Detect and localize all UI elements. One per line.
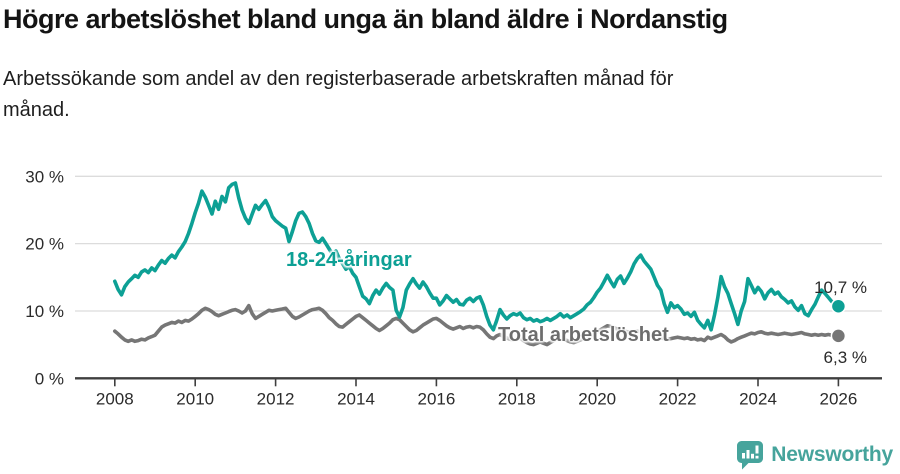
svg-text:2008: 2008 xyxy=(96,389,134,408)
end-value-label-youth: 10,7 % xyxy=(814,278,867,297)
svg-text:2012: 2012 xyxy=(257,389,295,408)
svg-text:10 %: 10 % xyxy=(25,302,64,321)
svg-text:0 %: 0 % xyxy=(35,369,64,388)
svg-text:20 %: 20 % xyxy=(25,235,64,254)
subtitle-line-1: Arbetssökande som andel av den registerb… xyxy=(3,68,674,90)
svg-text:30 %: 30 % xyxy=(25,167,64,186)
svg-text:2020: 2020 xyxy=(578,389,616,408)
svg-text:2010: 2010 xyxy=(176,389,214,408)
series-label-total: Total arbetslöshet xyxy=(498,324,669,346)
svg-text:2022: 2022 xyxy=(659,389,697,408)
end-value-label-total: 6,3 % xyxy=(823,348,867,367)
svg-text:2024: 2024 xyxy=(739,389,777,408)
page-title: Högre arbetslöshet bland unga än bland ä… xyxy=(3,4,728,34)
series-label-youth: 18-24-åringar xyxy=(286,249,412,271)
svg-text:2016: 2016 xyxy=(417,389,455,408)
newsworthy-pin-icon xyxy=(737,441,764,470)
chart-subtitle: Arbetssökande som andel av den registerb… xyxy=(3,64,863,126)
svg-text:2018: 2018 xyxy=(498,389,536,408)
brand-footer: Newsworthy xyxy=(736,440,893,470)
brand-name: Newsworthy xyxy=(771,443,893,466)
subtitle-line-2: månad. xyxy=(3,99,70,121)
svg-text:2014: 2014 xyxy=(337,389,375,408)
svg-text:2026: 2026 xyxy=(819,389,857,408)
